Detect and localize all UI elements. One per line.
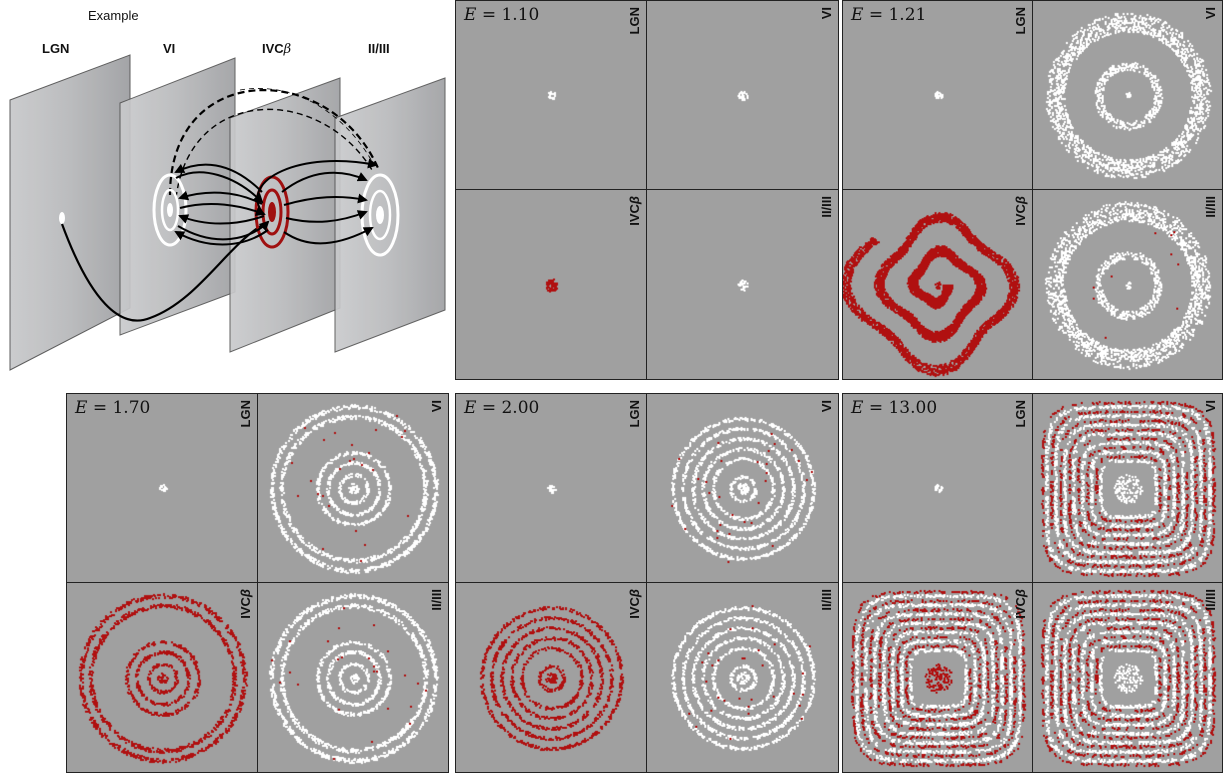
- quad-label-lgn: LGN: [1012, 7, 1028, 35]
- quad-v1: VI: [1032, 1, 1222, 190]
- quad-label-lgn: LGN: [627, 7, 642, 35]
- e-label: E = 1.10: [464, 5, 540, 25]
- quad-v1: VI: [1032, 394, 1222, 583]
- sheet-v1: [119, 57, 236, 336]
- quad-lgn: LGN: [843, 394, 1033, 583]
- quad-label-v1: VI: [1203, 7, 1218, 20]
- e-label: E = 13.00: [851, 398, 938, 418]
- quad-l23: II/III: [257, 583, 448, 772]
- layer-label-ivc: IVCβ: [262, 41, 291, 57]
- quad-lgn: LGN: [843, 1, 1033, 190]
- quad-label-ivc: IVCβ: [1012, 196, 1028, 226]
- quad-v1: VI: [647, 394, 838, 583]
- quad-l23: II/III: [1032, 583, 1222, 772]
- quad-label-lgn: LGN: [627, 400, 642, 428]
- e-label: E = 2.00: [464, 398, 540, 418]
- quad-ivc: IVCβ: [843, 583, 1033, 772]
- quad-label-v1: VI: [429, 400, 444, 413]
- quad-ivc: IVCβ: [456, 583, 647, 772]
- quad-label-lgn: LGN: [1012, 400, 1028, 428]
- quad-lgn: LGN: [456, 1, 647, 190]
- layer-schematic: Example LGN VI IVCβ II/III: [9, 8, 446, 371]
- quad-ivc: IVCβ: [456, 190, 647, 379]
- quad-label-l23: II/III: [1203, 196, 1218, 218]
- quad-lgn: LGN: [67, 394, 258, 583]
- schematic-title: Example: [88, 8, 139, 23]
- quad-ivc: IVCβ: [67, 583, 258, 772]
- quad-ivc: IVCβ: [843, 190, 1033, 379]
- quad-label-ivc: IVCβ: [627, 589, 642, 619]
- sheet-ivc: [229, 77, 341, 353]
- quad-label-l23: II/III: [819, 196, 834, 218]
- sim-panel-1: E = 1.10 LGN VI IVCβ II/III: [455, 0, 839, 380]
- e-label: E = 1.70: [75, 398, 151, 418]
- quad-label-v1: VI: [1203, 400, 1218, 413]
- layer-label-v1: VI: [163, 41, 175, 56]
- e-label: E = 1.21: [851, 5, 927, 25]
- layer-label-lgn: LGN: [42, 41, 69, 56]
- quad-label-lgn: LGN: [237, 400, 253, 428]
- sheet-lgn: [9, 54, 131, 371]
- quad-lgn: LGN: [456, 394, 647, 583]
- quad-label-l23: II/III: [429, 589, 444, 611]
- quad-v1: VI: [647, 1, 838, 190]
- sim-panel-4: E = 2.00 LGN VI IVCβ II/III: [455, 393, 839, 773]
- quad-l23: II/III: [647, 190, 838, 379]
- v1-rings-icon: [152, 173, 188, 247]
- quad-label-ivc: IVCβ: [1012, 589, 1028, 619]
- sim-panel-2: E = 1.21 LGN VI IVCβ II/III: [842, 0, 1223, 380]
- quad-l23: II/III: [1032, 190, 1222, 379]
- sim-panel-5: E = 13.00 LGN VI IVCβ II/III: [842, 393, 1223, 773]
- quad-label-v1: VI: [819, 400, 834, 413]
- quad-v1: VI: [257, 394, 448, 583]
- quad-label-ivc: IVCβ: [627, 196, 642, 226]
- quad-l23: II/III: [647, 583, 838, 772]
- quad-label-ivc: IVCβ: [237, 589, 253, 619]
- layer-label-l23: II/III: [368, 41, 390, 56]
- quad-label-v1: VI: [819, 7, 834, 20]
- sim-panel-3: E = 1.70 LGN VI IVCβ II/III: [66, 393, 449, 773]
- quad-label-l23: II/III: [1203, 589, 1218, 611]
- quad-label-l23: II/III: [819, 589, 834, 611]
